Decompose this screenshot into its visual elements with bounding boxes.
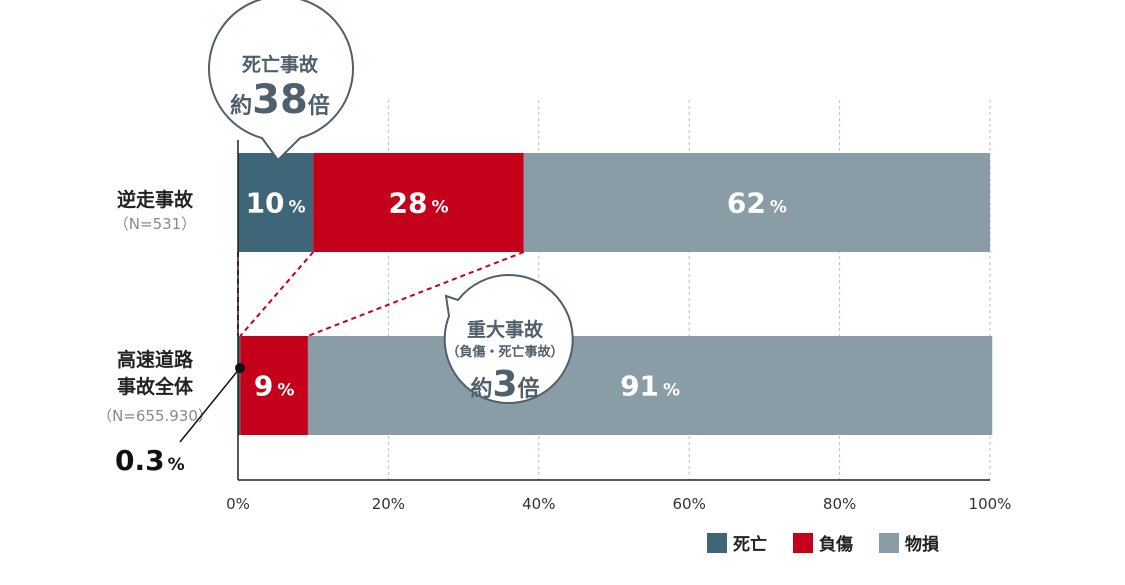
- callout-bubble-1-shape: [208, 0, 354, 162]
- outside-label-num: 0.3: [115, 444, 165, 477]
- bars-layer: 10% 28% 62 %9% 91%: [238, 153, 993, 435]
- x-tick-label: 40%: [522, 495, 555, 513]
- segment-label: 62%: [727, 187, 787, 220]
- segment-label-value: 28: [388, 187, 427, 220]
- callout-1-ratio: 約38倍: [230, 77, 330, 123]
- bar-segment: [238, 153, 314, 252]
- segment-label: 91%: [620, 370, 680, 403]
- callout-1-prefix: 約: [230, 93, 252, 119]
- callout-1-value: 38: [252, 77, 308, 123]
- bar-segment: [313, 153, 524, 252]
- segment-label-value: 9: [254, 370, 273, 403]
- callout-1-title: 死亡事故: [242, 53, 319, 76]
- legend-swatch: [879, 533, 899, 553]
- segment-label-unit: %: [289, 198, 306, 218]
- segment-label-value: 91: [620, 370, 659, 403]
- callout-2-suffix: 倍: [518, 376, 540, 402]
- segment-label-unit: %: [431, 198, 448, 218]
- outside-label-dot: [235, 363, 245, 373]
- bar-segment: [307, 336, 993, 435]
- legend-swatch: [793, 533, 813, 553]
- callout-2-ratio: 約3倍: [470, 364, 539, 405]
- category-label: 逆走事故: [117, 188, 194, 211]
- x-tick-label: 100%: [969, 495, 1012, 513]
- category-label: 事故全体: [117, 375, 194, 398]
- segment-label-unit: %: [770, 198, 787, 218]
- legend: 死亡 負傷 物損: [707, 533, 940, 555]
- callout-serious-ratio: 重大事故 （負傷・死亡事故） 約3倍: [443, 274, 574, 405]
- legend-label: 負傷: [819, 534, 853, 555]
- callout-1-suffix: 倍: [308, 93, 330, 119]
- outside-label: 0.3%: [115, 444, 185, 477]
- callout-2-title: 重大事故: [467, 318, 544, 341]
- category-label: 高速道路: [117, 348, 194, 371]
- segment-label-value: 10: [246, 187, 285, 220]
- bar-segment: [523, 153, 990, 252]
- legend-label: 死亡: [733, 534, 767, 555]
- callout-2-prefix: 約: [470, 376, 492, 402]
- x-tick-label: 60%: [673, 495, 706, 513]
- callout-2-value: 3: [492, 364, 517, 405]
- segment-label: 9%: [254, 370, 295, 403]
- legend-label: 物損: [905, 534, 940, 555]
- callout-2-subtitle: （負傷・死亡事故）: [446, 344, 563, 360]
- bar-segment: [240, 336, 308, 435]
- callout-bubble-2-shape: [443, 274, 574, 405]
- legend-swatch: [707, 533, 727, 553]
- outside-label-pct: %: [168, 455, 185, 475]
- connector-line: [307, 251, 525, 337]
- x-tick-label: 20%: [372, 495, 405, 513]
- segment-label: 28%: [388, 187, 448, 220]
- x-tick-label: 0%: [226, 495, 250, 513]
- outside-label-group: 0.3%: [115, 363, 245, 477]
- callout-death-ratio: 死亡事故 約38倍: [208, 0, 354, 162]
- category-sublabel: （N=531）: [114, 215, 196, 233]
- connector-line: [239, 251, 314, 337]
- category-sublabel: （N=655.930）: [97, 407, 213, 425]
- outside-label-leader: [179, 367, 241, 443]
- segment-label-value: 62: [727, 187, 766, 220]
- segment-label-unit: %: [277, 381, 294, 401]
- segment-label: 10%: [246, 187, 306, 220]
- bar-segment: [238, 336, 241, 435]
- segment-label-unit: %: [663, 381, 680, 401]
- x-tick-labels: 0% 20% 40% 60% 80% 100%: [226, 495, 1011, 513]
- x-tick-label: 80%: [823, 495, 856, 513]
